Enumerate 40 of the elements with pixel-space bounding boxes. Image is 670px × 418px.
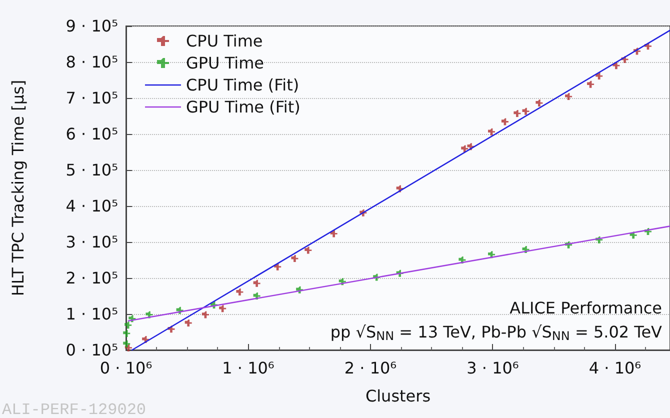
x-axis-title: Clusters: [365, 386, 431, 406]
y-tick-label: 1 · 10⁵: [66, 304, 118, 324]
annotation: ALICE Performance: [510, 298, 662, 318]
y-tick-label: 0 · 10⁵: [66, 340, 118, 360]
y-tick-label: 7 · 10⁵: [66, 88, 118, 108]
y-axis-title: HLT TPC Tracking Time [µs]: [8, 80, 28, 296]
legend-label: CPU Time (Fit): [186, 76, 300, 94]
legend-label: CPU Time: [186, 32, 263, 50]
x-tick-label: 3 · 10⁶: [466, 358, 519, 378]
point: [184, 320, 192, 326]
x-tick-label: 2 · 10⁶: [344, 358, 397, 378]
point: [488, 128, 496, 136]
x-tick-label: 4 · 10⁶: [588, 358, 642, 378]
legend-label: GPU Time (Fit): [186, 98, 300, 116]
point: [236, 288, 244, 296]
point: [202, 311, 209, 318]
point: [522, 108, 530, 115]
point: [291, 255, 298, 262]
point: [565, 93, 572, 100]
y-tick-label: 3 · 10⁵: [66, 232, 118, 252]
point: [123, 340, 130, 348]
y-tick-label: 8 · 10⁵: [66, 52, 118, 72]
point: [253, 280, 260, 287]
point: [304, 246, 312, 254]
point: [536, 100, 543, 107]
point: [123, 330, 130, 337]
point: [514, 110, 521, 117]
point: [587, 80, 594, 88]
x-tick-label: 1 · 10⁶: [222, 358, 274, 378]
y-tick-label: 4 · 10⁵: [66, 196, 118, 216]
legend-label: GPU Time: [186, 54, 264, 72]
y-tick-label: 9 · 10⁵: [66, 16, 118, 36]
point: [501, 118, 508, 126]
point: [124, 322, 132, 329]
x-tick-label: 0 · 10⁶: [100, 358, 152, 378]
y-tick-label: 6 · 10⁵: [66, 124, 118, 144]
y-tick-label: 5 · 10⁵: [66, 160, 118, 180]
point: [219, 305, 226, 312]
point: [461, 145, 468, 152]
y-tick-label: 2 · 10⁵: [66, 268, 118, 288]
